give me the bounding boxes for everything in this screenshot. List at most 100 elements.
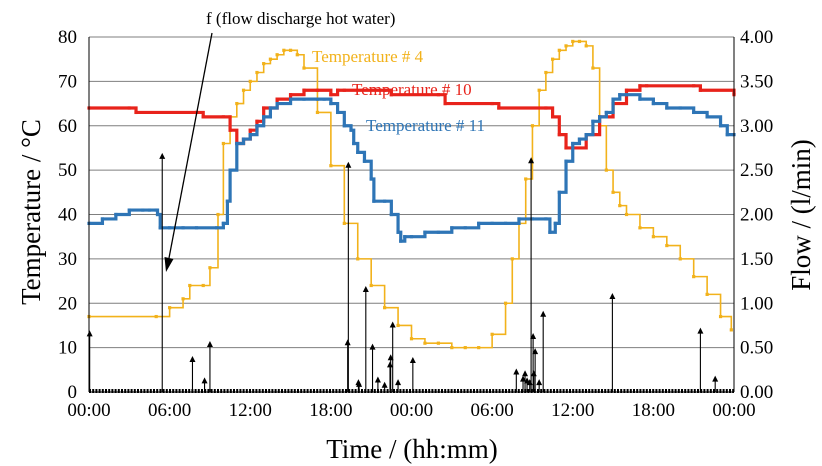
series-point-temperature-11 [372, 199, 376, 203]
flow-point [513, 368, 520, 375]
flow-series [86, 152, 734, 393]
series-point-temperature-10 [638, 84, 642, 88]
series-point-temperature-11 [225, 199, 230, 203]
series-point-temperature-10 [255, 119, 259, 123]
series-point-temperature-4 [275, 53, 279, 57]
x-tick-label: 12:00 [551, 400, 594, 421]
series-point-temperature-4 [577, 39, 582, 44]
flow-point [201, 377, 208, 384]
series-label-temperature-11: Temperature # 11 [366, 116, 485, 135]
annotation-arrowhead [164, 257, 174, 272]
series-point-temperature-4 [208, 266, 212, 270]
series-point-temperature-4 [423, 341, 427, 345]
x-tick-label: 18:00 [632, 400, 675, 421]
series-point-temperature-11 [403, 235, 407, 239]
flow-point [530, 332, 537, 339]
series-point-temperature-11 [503, 221, 508, 225]
series-point-temperature-11 [530, 217, 535, 221]
series-point-temperature-4 [611, 190, 615, 194]
series-point-temperature-4 [530, 124, 535, 128]
series-point-temperature-11 [638, 97, 642, 101]
series-point-temperature-10 [624, 88, 629, 92]
y2-tick-labels: 0.00 0.50 1.00 1.50 2.00 2.50 3.00 3.50 4.00 [740, 27, 773, 403]
x-tick-label: 00:00 [390, 400, 433, 421]
series-point-temperature-11 [315, 97, 320, 101]
flow-point [697, 327, 704, 334]
series-point-temperature-11 [268, 106, 273, 110]
series-point-temperature-11 [409, 235, 414, 239]
series-point-temperature-11 [577, 137, 582, 141]
y2-tick-label: 4.00 [740, 27, 773, 48]
series-point-temperature-11 [127, 208, 131, 212]
series-point-temperature-11 [362, 159, 367, 163]
series-point-temperature-11 [598, 115, 602, 119]
series-point-temperature-4 [550, 57, 555, 61]
series-point-temperature-11 [436, 230, 440, 234]
flow-point [362, 285, 369, 292]
series-point-temperature-4 [544, 70, 548, 75]
series-point-temperature-4 [718, 314, 723, 319]
flow-point [395, 379, 402, 386]
series-point-temperature-11 [571, 141, 575, 146]
series-point-temperature-11 [564, 159, 568, 163]
flow-point [530, 370, 537, 377]
series-point-temperature-4 [154, 314, 158, 319]
series-point-temperature-11 [168, 226, 172, 230]
y2-axis-title: Flow / (l/min) [786, 139, 816, 291]
series-point-temperature-11 [396, 230, 400, 234]
series-point-temperature-11 [383, 199, 387, 203]
series-point-temperature-10 [645, 84, 649, 88]
series-point-temperature-11 [335, 110, 340, 115]
series-point-temperature-11 [302, 97, 306, 101]
series-point-temperature-4 [503, 301, 508, 305]
series-point-temperature-10 [201, 115, 205, 119]
series-point-temperature-10 [288, 93, 293, 97]
flow-point [712, 375, 719, 382]
series-point-temperature-4 [168, 306, 172, 310]
series-point-temperature-11 [450, 226, 454, 230]
y-tick-label: 50 [58, 160, 77, 181]
series-point-temperature-4 [537, 88, 541, 92]
y2-tick-label: 1.50 [740, 249, 773, 270]
series-point-temperature-4 [356, 257, 360, 261]
series-point-temperature-11 [158, 226, 162, 230]
y-tick-label: 70 [58, 71, 77, 92]
series-point-temperature-4 [729, 328, 733, 332]
series-point-temperature-4 [221, 141, 225, 146]
series-point-temperature-11 [352, 141, 356, 146]
flow-point [409, 356, 416, 363]
y-axis-title: Temperature / °C [16, 119, 46, 305]
y-tick-label: 80 [58, 27, 77, 48]
series-point-temperature-11 [725, 133, 729, 137]
series-point-temperature-11 [718, 124, 723, 128]
flow-point [536, 379, 543, 386]
series-point-temperature-4 [665, 243, 669, 248]
series-point-temperature-10 [557, 133, 561, 137]
series-point-temperature-4 [678, 257, 682, 261]
series-point-temperature-4 [604, 168, 608, 172]
y2-tick-label: 3.00 [740, 116, 773, 137]
series-point-temperature-10 [335, 88, 340, 92]
series-point-temperature-4 [510, 257, 514, 261]
series-point-temperature-11 [228, 168, 232, 172]
series-point-temperature-10 [228, 128, 232, 132]
series-point-temperature-11 [584, 133, 588, 137]
series-point-temperature-4 [329, 164, 333, 168]
y-tick-label: 20 [58, 293, 77, 314]
flow-point [381, 381, 388, 388]
y2-tick-label: 2.00 [740, 205, 773, 226]
series-point-temperature-11 [544, 217, 548, 221]
series-point-temperature-4 [342, 221, 346, 225]
series-point-temperature-11 [477, 221, 481, 225]
annotation-label: f (flow discharge hot water) [206, 9, 395, 28]
series-point-temperature-11 [100, 217, 105, 221]
series-point-temperature-4 [618, 204, 622, 208]
series-point-temperature-4 [490, 332, 494, 336]
x-tick-label: 00:00 [67, 400, 110, 421]
series-point-temperature-10 [221, 115, 225, 119]
series-point-temperature-4 [396, 323, 400, 328]
series-point-temperature-4 [315, 110, 320, 115]
series-point-temperature-11 [490, 221, 494, 225]
series-point-temperature-10 [544, 106, 548, 110]
